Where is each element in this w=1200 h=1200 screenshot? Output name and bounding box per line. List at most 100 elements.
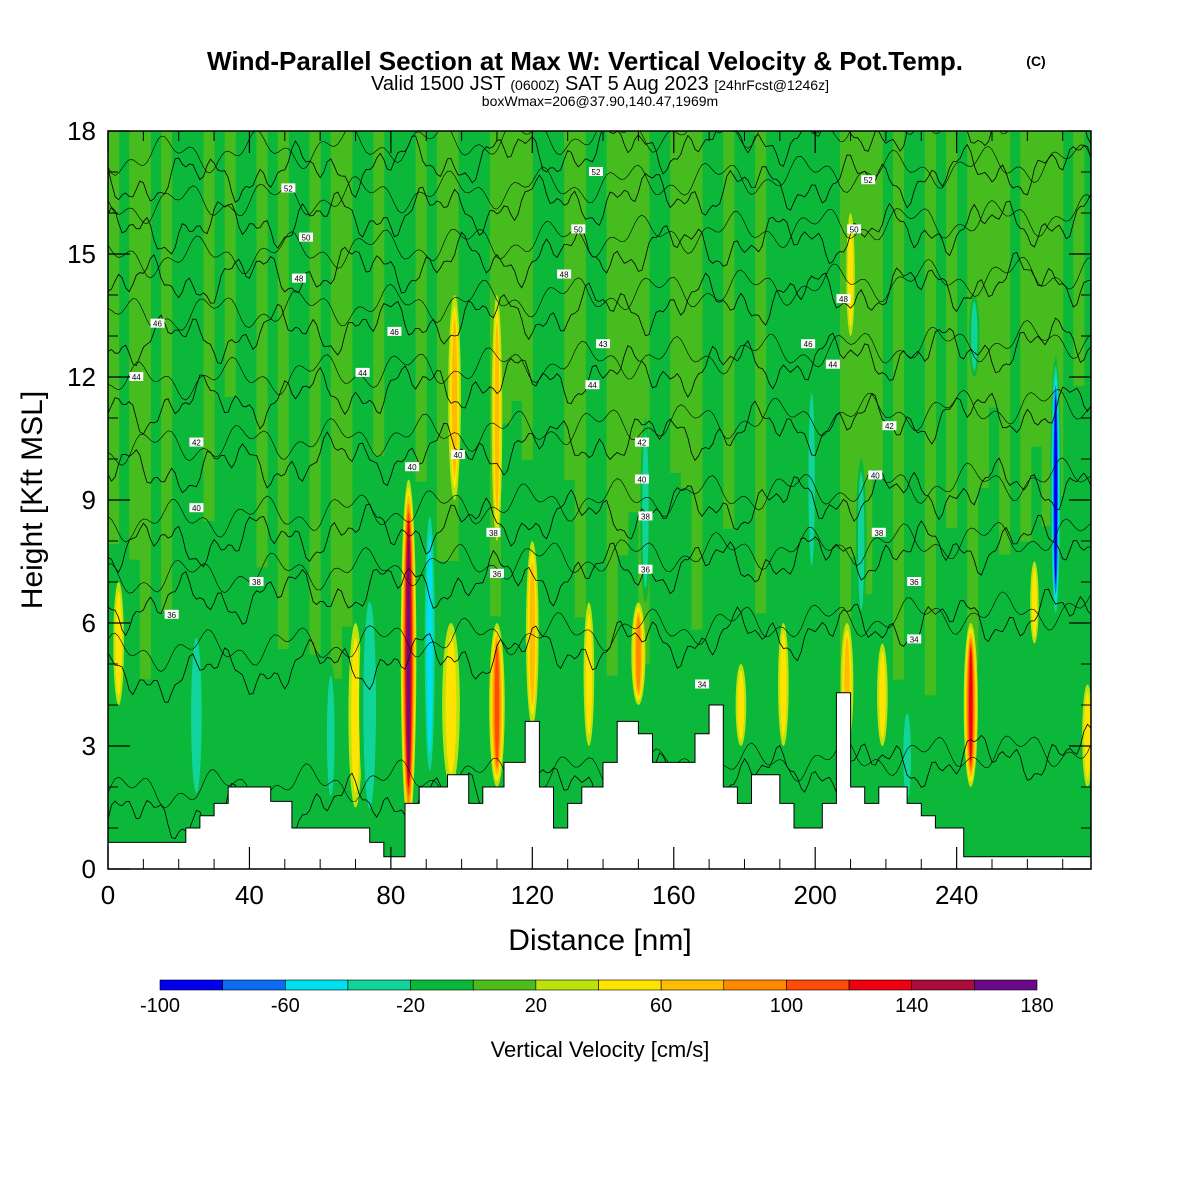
- colorbar-label: 100: [770, 995, 803, 1017]
- velocity-feature: [351, 637, 360, 793]
- colorbar-swatch: [598, 979, 662, 991]
- theta-contour: [108, 317, 1091, 435]
- velocity-feature: [407, 536, 410, 771]
- colorbar-swatch: [472, 979, 537, 991]
- shading-band: [670, 131, 682, 474]
- box-info: boxWmax=206@37.90,140.47,1969m: [482, 93, 718, 109]
- shading-band: [521, 131, 533, 460]
- svg-text:38: 38: [874, 529, 883, 538]
- contour-label: 46: [150, 318, 165, 329]
- velocity-feature: [445, 636, 457, 774]
- contour-label: 46: [801, 339, 816, 349]
- y-tick-label: 9: [82, 485, 96, 515]
- svg-text:40: 40: [871, 471, 880, 480]
- colorbar-swatch: [222, 979, 286, 991]
- theta-contour: [108, 514, 1091, 637]
- shading-band: [224, 131, 236, 397]
- svg-text:40: 40: [637, 476, 646, 485]
- contour-label: 43: [596, 339, 611, 349]
- shading-band: [967, 131, 979, 666]
- y-tick-label: 3: [82, 731, 96, 761]
- theta-contour: [108, 457, 1091, 574]
- x-axis-title: Distance [nm]: [508, 924, 691, 957]
- theta-contour: [108, 320, 1091, 401]
- velocity-feature: [529, 562, 536, 705]
- shading-band: [1073, 131, 1085, 386]
- x-tick-label: 200: [793, 880, 836, 910]
- svg-text:52: 52: [864, 176, 873, 185]
- velocity-feature: [426, 532, 433, 755]
- contour-label: 36: [164, 609, 179, 620]
- velocity-feature: [737, 670, 745, 740]
- contour-label: 44: [585, 380, 600, 390]
- chart-title: Wind-Parallel Section at Max W: Vertical…: [207, 46, 963, 76]
- svg-text:46: 46: [804, 340, 813, 349]
- svg-text:38: 38: [641, 512, 650, 521]
- svg-text:52: 52: [592, 168, 601, 177]
- svg-text:50: 50: [850, 225, 859, 234]
- x-axis: 0 40 80 120 160 200 240: [101, 131, 1064, 910]
- shading-band: [946, 131, 958, 528]
- theta-contour: [108, 386, 1091, 494]
- velocity-feature: [1084, 692, 1091, 779]
- velocity-feature: [879, 651, 886, 738]
- shading-band: [861, 131, 873, 595]
- contour-label: 34: [695, 679, 710, 690]
- shading-band: [574, 131, 586, 618]
- velocity-feature: [115, 591, 122, 696]
- svg-text:34: 34: [910, 635, 919, 644]
- colorbar-swatch: [786, 979, 850, 991]
- colorbar-swatch: [848, 979, 913, 991]
- contour-label: 40: [405, 462, 420, 472]
- shading-band: [108, 131, 120, 545]
- plot-background: [108, 131, 1091, 869]
- shading-band: [500, 131, 512, 424]
- svg-text:36: 36: [641, 566, 650, 575]
- svg-text:44: 44: [358, 369, 367, 378]
- contour-label: 44: [129, 372, 144, 382]
- shading-band: [564, 131, 576, 481]
- velocity-feature: [191, 637, 202, 793]
- svg-text:44: 44: [828, 361, 837, 370]
- colorbar-swatch: [284, 979, 349, 991]
- contour-label: 50: [847, 224, 862, 234]
- shading-band: [850, 131, 862, 557]
- svg-text:48: 48: [294, 275, 303, 284]
- svg-text:34: 34: [698, 681, 707, 690]
- contour-label: 36: [907, 577, 922, 587]
- contour-label: 52: [281, 183, 296, 193]
- shading-band: [627, 131, 639, 513]
- colorbar-label: 60: [650, 995, 672, 1017]
- shading-band: [330, 131, 342, 679]
- shading-band: [755, 131, 767, 614]
- shading-band: [892, 131, 905, 680]
- shading-band: [977, 131, 989, 488]
- svg-text:52: 52: [284, 184, 293, 193]
- theta-contour: [108, 144, 1091, 225]
- y-tick-label: 6: [82, 608, 96, 638]
- svg-text:50: 50: [302, 234, 311, 243]
- colorbar-label: 180: [1020, 995, 1053, 1017]
- contour-label: 38: [249, 577, 264, 587]
- svg-text:42: 42: [885, 422, 894, 431]
- contour-label: 44: [825, 359, 840, 370]
- svg-text:40: 40: [454, 451, 463, 460]
- contour-label: 36: [638, 564, 653, 575]
- contour-label: 38: [486, 527, 501, 538]
- contour-label: 42: [189, 437, 204, 448]
- theta-contour: [108, 193, 1091, 304]
- contour-label: 40: [868, 470, 883, 480]
- colorbar: -100 -60 -20 20 60 100 140 180: [140, 979, 1054, 1017]
- shading-band: [871, 131, 883, 470]
- theta-contour: [108, 194, 1091, 279]
- contour-label: 48: [291, 273, 306, 284]
- colorbar-swatch: [911, 979, 975, 991]
- svg-text:43: 43: [599, 340, 608, 349]
- contour-label: 42: [634, 437, 649, 448]
- shading-band: [691, 131, 703, 630]
- theta-contour: [108, 735, 1091, 809]
- shading-band: [723, 131, 735, 529]
- svg-text:38: 38: [252, 578, 261, 587]
- colorbar-swatch: [974, 979, 1038, 991]
